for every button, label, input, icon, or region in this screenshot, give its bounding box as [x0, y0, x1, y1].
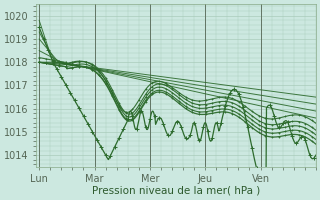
X-axis label: Pression niveau de la mer( hPa ): Pression niveau de la mer( hPa ) — [92, 186, 260, 196]
